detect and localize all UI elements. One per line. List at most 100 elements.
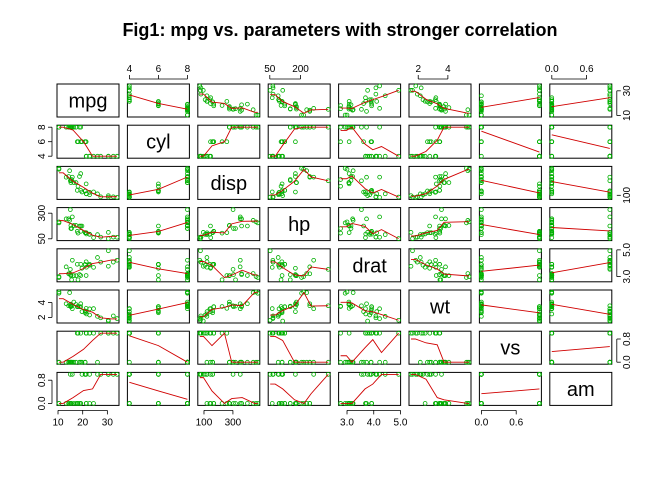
data-point [433, 106, 438, 111]
chart-title: Fig1: mpg vs. parameters with stronger c… [122, 20, 557, 40]
data-point [270, 315, 276, 321]
data-point [338, 230, 343, 236]
data-point [549, 216, 555, 222]
data-point [156, 309, 161, 314]
data-point [239, 223, 244, 229]
smooth-line [340, 175, 399, 198]
data-point [373, 91, 379, 97]
smooth-line [270, 291, 329, 316]
data-point [56, 274, 62, 279]
data-point [237, 216, 243, 222]
data-point [338, 139, 343, 145]
data-point [63, 301, 69, 307]
data-point [293, 189, 298, 195]
data-point [607, 178, 613, 184]
data-point [338, 303, 343, 309]
data-point [211, 261, 217, 267]
data-point [71, 299, 77, 305]
data-point [607, 153, 613, 159]
data-point [414, 194, 420, 200]
data-point [537, 88, 542, 93]
data-point [250, 218, 256, 223]
left-tick-label-am: 0.0 [37, 396, 48, 410]
data-point [607, 314, 613, 319]
data-point [69, 277, 74, 283]
data-point [373, 313, 379, 319]
data-point [427, 259, 433, 265]
data-point [439, 178, 444, 184]
data-point [237, 401, 243, 406]
panel-mpg-vs-drat [338, 83, 402, 118]
data-point [83, 330, 89, 336]
data-point [432, 330, 438, 336]
data-point [344, 289, 350, 295]
data-point [377, 106, 382, 111]
data-point [224, 330, 230, 336]
data-point [537, 101, 542, 107]
data-point [465, 107, 471, 112]
data-point [211, 139, 217, 145]
data-point [69, 177, 74, 182]
data-point [198, 372, 204, 377]
data-point [607, 107, 613, 112]
data-point [364, 359, 369, 365]
data-point [83, 153, 89, 159]
data-point [361, 189, 366, 195]
right-tick-label-mpg: 10 [622, 109, 633, 121]
data-point [197, 83, 203, 89]
data-point [279, 191, 285, 197]
data-point [439, 267, 444, 272]
panel-disp-vs-am [549, 165, 613, 200]
data-point [185, 109, 190, 114]
data-point [156, 277, 161, 283]
data-point [68, 267, 73, 272]
panel-hp-vs-wt [408, 207, 472, 242]
left-tick-label-cyl: 8 [37, 124, 48, 130]
data-point [73, 180, 79, 185]
data-point [70, 359, 75, 365]
data-point [68, 303, 73, 309]
data-point [211, 330, 217, 336]
data-point [231, 226, 236, 231]
panel-mpg-vs-hp [267, 83, 331, 118]
data-point [479, 101, 484, 106]
data-point [276, 261, 282, 267]
data-point [346, 230, 352, 235]
data-point [106, 193, 111, 198]
data-point [537, 263, 542, 269]
data-point [364, 401, 369, 406]
data-point [422, 153, 428, 159]
data-point [239, 401, 244, 406]
data-point [294, 180, 299, 185]
data-point [208, 139, 213, 145]
data-point [287, 124, 293, 130]
panel-wt-vs-wt: wt [408, 289, 472, 324]
data-point [363, 330, 369, 336]
data-point [537, 153, 542, 159]
data-point [95, 255, 100, 260]
smooth-line [481, 179, 540, 194]
data-point [479, 191, 484, 197]
data-point [211, 304, 217, 310]
data-point [83, 139, 89, 145]
data-point [200, 88, 206, 93]
data-point [479, 306, 484, 312]
data-point [607, 259, 613, 265]
data-point [549, 109, 555, 114]
data-point [127, 190, 132, 195]
data-point [198, 248, 203, 254]
data-point [443, 101, 448, 107]
smooth-line [270, 261, 329, 277]
panel-border [408, 289, 472, 324]
data-point [127, 191, 132, 197]
data-point [479, 372, 484, 377]
panel-cyl-vs-drat [338, 124, 402, 159]
data-point [127, 359, 132, 365]
data-point [549, 226, 555, 231]
data-point [156, 181, 161, 187]
data-point [282, 139, 288, 145]
data-point [74, 139, 80, 145]
data-point [278, 183, 284, 189]
data-point [73, 401, 79, 406]
data-point [479, 207, 484, 212]
